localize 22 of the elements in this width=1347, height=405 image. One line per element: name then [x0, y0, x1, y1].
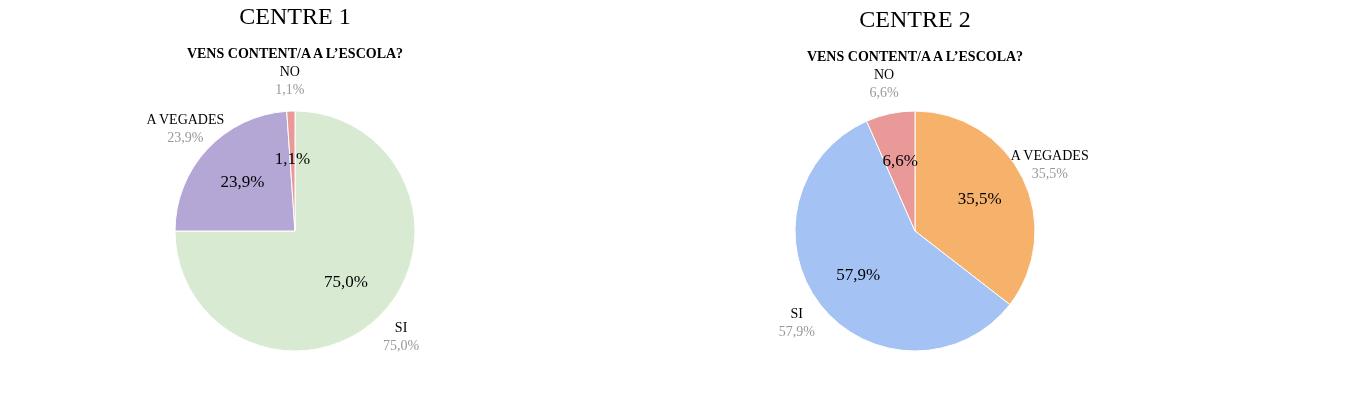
data-label: 75,0%: [323, 271, 368, 291]
data-label: 6,6%: [882, 150, 918, 170]
data-label: 57,9%: [836, 265, 881, 285]
text: 23,9%: [167, 129, 204, 145]
text: 57,9%: [778, 324, 815, 340]
data-label: 35,5%: [957, 189, 1002, 209]
data-label: 1,1%: [274, 149, 311, 169]
data-label: 23,9%: [220, 171, 265, 191]
chart-title: CENTRE 1: [239, 3, 351, 30]
text: 6,6%: [869, 85, 899, 101]
chart-subtitle: VENS CONTENT/A A L’ESCOLA?: [186, 46, 404, 62]
slice-label: A VEGADES: [146, 111, 225, 127]
text: 1,1%: [275, 82, 305, 98]
slice-label: SI: [790, 306, 804, 322]
slice-label: SI: [394, 320, 408, 336]
text: 75,0%: [382, 338, 420, 354]
chart-subtitle: VENS CONTENT/A A L’ESCOLA?: [806, 49, 1024, 65]
slice-label: NO: [279, 64, 300, 80]
slice-label: NO: [874, 67, 895, 83]
chart-title: CENTRE 2: [859, 6, 971, 33]
text: 35,5%: [1031, 166, 1068, 182]
slice-label: A VEGADES: [1010, 148, 1089, 164]
